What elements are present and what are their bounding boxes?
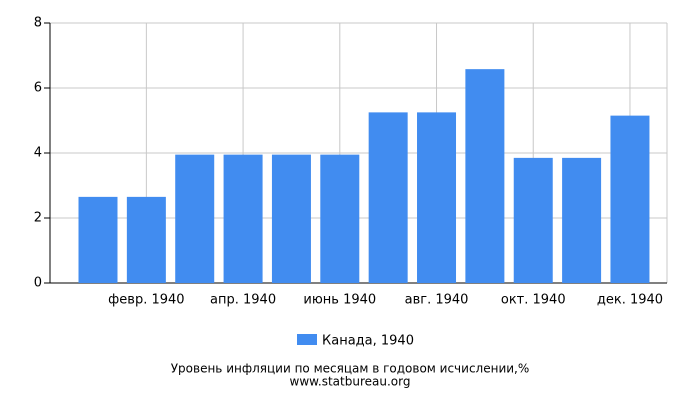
source: www.statbureau.org xyxy=(290,375,411,389)
bar xyxy=(417,112,457,283)
bar xyxy=(368,112,408,283)
y-tick-label: 4 xyxy=(34,146,42,161)
y-tick-label: 8 xyxy=(34,16,42,31)
x-tick-label: июнь 1940 xyxy=(303,293,376,308)
y-tick-label: 2 xyxy=(34,211,42,226)
bar xyxy=(610,115,650,283)
x-tick-label: февр. 1940 xyxy=(108,293,184,308)
y-tick-label: 6 xyxy=(34,81,42,96)
bar xyxy=(271,154,311,283)
y-tick-label: 0 xyxy=(34,276,42,291)
bar xyxy=(465,69,505,284)
bar xyxy=(78,196,118,283)
legend-swatch xyxy=(297,334,317,345)
bar xyxy=(175,154,215,283)
x-tick-label: авг. 1940 xyxy=(405,293,469,308)
bar xyxy=(562,157,602,283)
bar xyxy=(126,196,166,283)
bar xyxy=(223,154,263,283)
chart-title: Уровень инфляции по месяцам в годовом ис… xyxy=(171,362,530,376)
x-tick-label: дек. 1940 xyxy=(597,293,663,308)
bar xyxy=(320,154,360,283)
x-tick-label: окт. 1940 xyxy=(501,293,566,308)
bar xyxy=(513,157,553,283)
legend-label: Канада, 1940 xyxy=(322,334,414,349)
x-tick-label: апр. 1940 xyxy=(210,293,276,308)
